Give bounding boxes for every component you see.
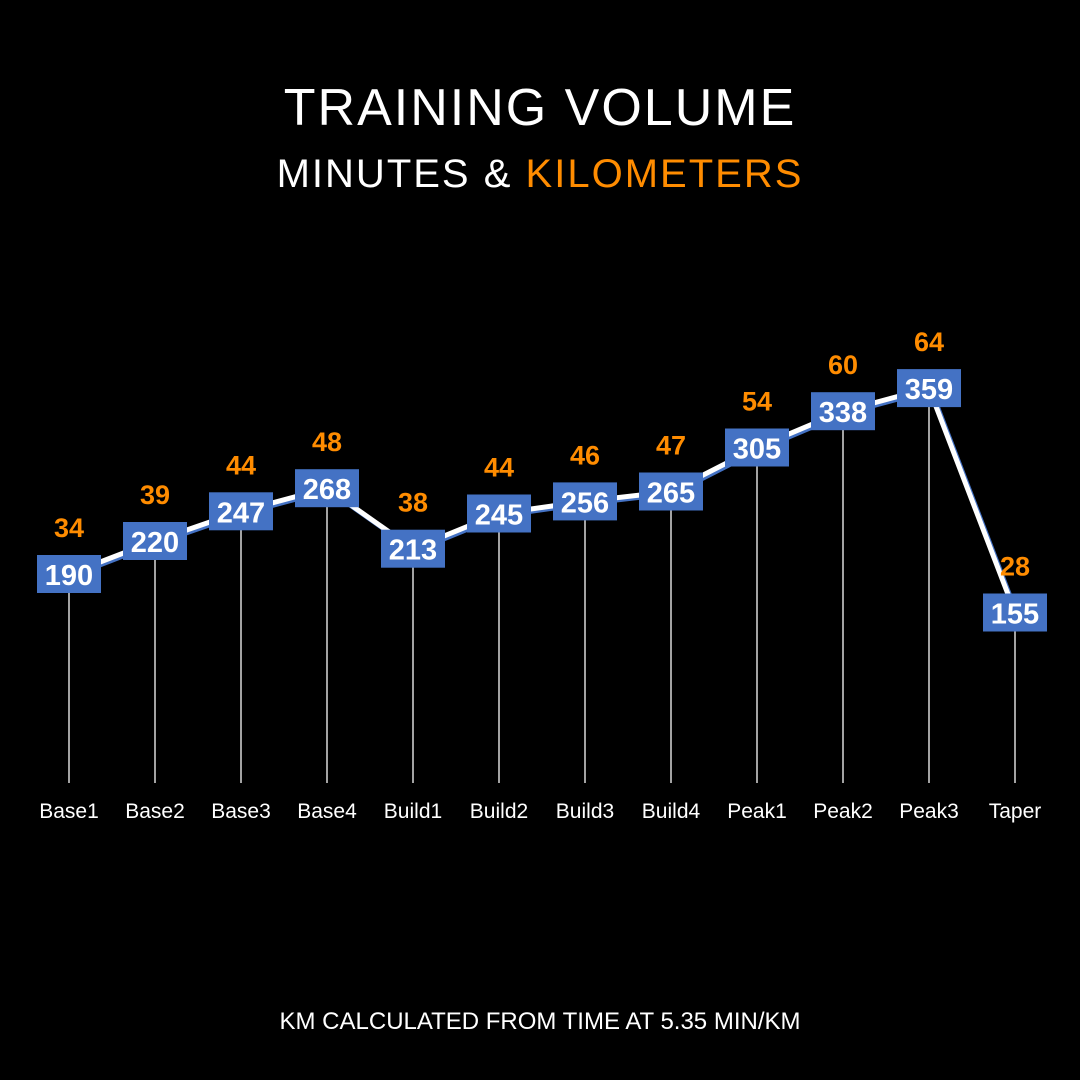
minutes-data-label: 247 bbox=[217, 497, 265, 529]
minutes-marker bbox=[123, 522, 187, 560]
minutes-data-label: 220 bbox=[131, 527, 179, 559]
minutes-data-label: 256 bbox=[561, 487, 609, 519]
minutes-data-label: 155 bbox=[991, 599, 1039, 631]
x-tick-label: Build3 bbox=[556, 800, 614, 823]
km-data-label: 28 bbox=[1000, 552, 1030, 582]
minutes-data-label: 305 bbox=[733, 434, 781, 466]
minutes-marker bbox=[37, 555, 101, 593]
x-tick-label: Peak3 bbox=[899, 800, 959, 823]
minutes-marker bbox=[725, 428, 789, 467]
minutes-marker bbox=[983, 593, 1047, 632]
minutes-marker bbox=[381, 529, 445, 568]
minutes-marker bbox=[295, 469, 359, 508]
x-tick-label: Taper bbox=[989, 800, 1042, 823]
minutes-marker bbox=[209, 492, 273, 531]
km-data-label: 47 bbox=[656, 431, 686, 461]
minutes-data-label: 213 bbox=[389, 535, 437, 567]
x-tick-label: Base1 bbox=[39, 800, 99, 823]
subtitle-minutes: MINUTES bbox=[276, 152, 471, 196]
km-data-label: 44 bbox=[484, 453, 514, 483]
x-tick-label: Build2 bbox=[470, 800, 528, 823]
x-tick-label: Build4 bbox=[642, 800, 701, 823]
minutes-marker bbox=[553, 482, 617, 521]
km-data-label: 39 bbox=[140, 480, 170, 510]
x-tick-label: Peak2 bbox=[813, 800, 873, 823]
minutes-data-label: 265 bbox=[647, 478, 695, 510]
x-tick-label: Base4 bbox=[297, 800, 357, 823]
subtitle-kilometers: KILOMETERS bbox=[525, 152, 804, 196]
minutes-data-label: 190 bbox=[45, 560, 93, 592]
x-tick-label: Base3 bbox=[211, 800, 271, 823]
minutes-data-label: 245 bbox=[475, 500, 523, 532]
subtitle-sep: & bbox=[483, 152, 513, 196]
km-data-label: 54 bbox=[742, 387, 772, 417]
km-data-label: 46 bbox=[570, 440, 600, 470]
footnote: KM CALCULATED FROM TIME AT 5.35 MIN/KM bbox=[279, 1008, 801, 1035]
chart-subtitle: MINUTES & KILOMETERS bbox=[0, 152, 1080, 197]
minutes-marker bbox=[639, 472, 703, 511]
chart-title: TRAINING VOLUME bbox=[283, 79, 797, 137]
minutes-data-label: 359 bbox=[905, 374, 953, 406]
x-tick-label: Base2 bbox=[125, 800, 185, 823]
minutes-marker bbox=[467, 494, 531, 533]
km-data-label: 38 bbox=[398, 488, 428, 518]
km-data-label: 48 bbox=[312, 427, 342, 457]
minutes-marker bbox=[811, 392, 875, 431]
minutes-data-label: 268 bbox=[303, 474, 351, 506]
km-data-label: 44 bbox=[226, 450, 256, 480]
minutes-marker bbox=[897, 369, 961, 408]
km-data-label: 34 bbox=[54, 513, 84, 543]
minutes-data-label: 338 bbox=[819, 397, 867, 429]
x-tick-label: Build1 bbox=[384, 800, 442, 823]
km-data-label: 64 bbox=[914, 327, 944, 357]
x-tick-label: Peak1 bbox=[727, 800, 787, 823]
km-data-label: 60 bbox=[828, 350, 858, 380]
